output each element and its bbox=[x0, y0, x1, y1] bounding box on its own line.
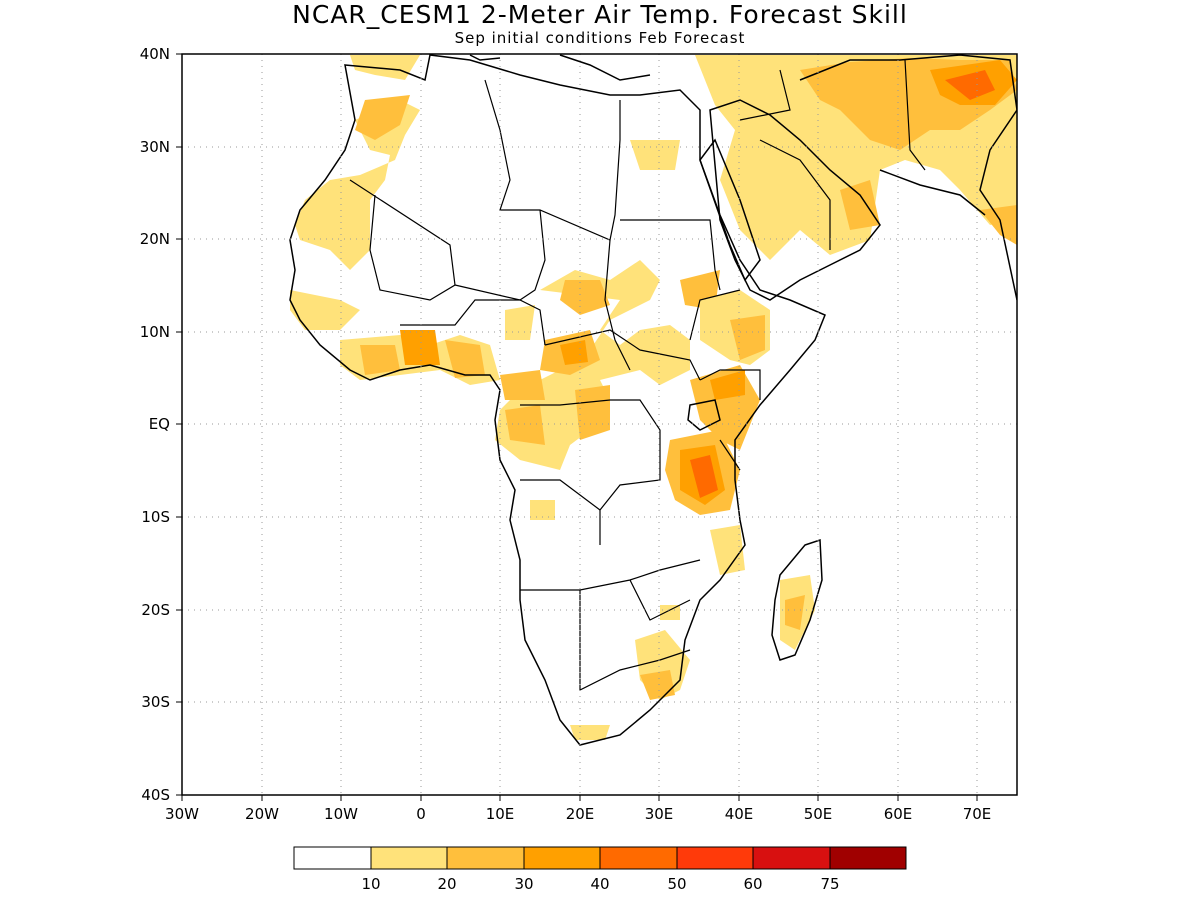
lon-tick-label: 70E bbox=[963, 805, 992, 823]
legend-label: 20 bbox=[437, 875, 456, 893]
skill-shading bbox=[290, 55, 1017, 740]
legend-label: 60 bbox=[743, 875, 762, 893]
legend-swatch bbox=[370, 846, 448, 870]
lat-tick-label: 10N bbox=[140, 323, 170, 341]
legend-label: 10 bbox=[361, 875, 380, 893]
legend-swatch bbox=[676, 846, 754, 870]
lon-tick-label: 0 bbox=[416, 805, 426, 823]
map-title: NCAR_CESM1 2-Meter Air Temp. Forecast Sk… bbox=[292, 0, 908, 29]
lon-axis: 30W 20W 10W 0 10E 20E 30E 40E 50E 60E 70… bbox=[165, 795, 991, 823]
lon-tick-label: 50E bbox=[804, 805, 833, 823]
legend-label: 40 bbox=[590, 875, 609, 893]
country-borders bbox=[349, 59, 926, 691]
legend-swatch bbox=[293, 846, 372, 870]
lat-tick-label: 30S bbox=[141, 693, 170, 711]
legend-swatch bbox=[446, 846, 525, 870]
lon-tick-label: 40E bbox=[725, 805, 754, 823]
lat-tick-label: 20S bbox=[141, 601, 170, 619]
legend-label: 50 bbox=[667, 875, 686, 893]
lat-tick-label: 10S bbox=[141, 508, 170, 526]
coastlines bbox=[289, 54, 1017, 746]
lon-tick-label: 20E bbox=[566, 805, 595, 823]
lon-tick-label: 20W bbox=[245, 805, 279, 823]
lat-tick-label: 30N bbox=[140, 138, 170, 156]
lat-tick-label: 20N bbox=[140, 230, 170, 248]
color-legend: 10 20 30 40 50 60 75 bbox=[293, 846, 907, 893]
lon-tick-label: 30E bbox=[645, 805, 674, 823]
legend-swatch bbox=[829, 846, 907, 870]
legend-label: 75 bbox=[820, 875, 839, 893]
legend-swatch bbox=[752, 846, 831, 870]
lon-tick-label: 60E bbox=[884, 805, 913, 823]
map-subtitle: Sep initial conditions Feb Forecast bbox=[454, 29, 746, 47]
lat-axis: 40N 30N 20N 10N EQ 10S 20S 30S 40S bbox=[140, 45, 182, 804]
lat-tick-label: EQ bbox=[149, 415, 170, 433]
lon-tick-label: 10E bbox=[486, 805, 515, 823]
legend-label: 30 bbox=[514, 875, 533, 893]
lon-tick-label: 10W bbox=[324, 805, 358, 823]
lat-tick-label: 40N bbox=[140, 45, 170, 63]
lat-tick-label: 40S bbox=[141, 786, 170, 804]
legend-swatch bbox=[523, 846, 601, 870]
legend-swatch bbox=[599, 846, 678, 870]
lon-tick-label: 30W bbox=[165, 805, 199, 823]
